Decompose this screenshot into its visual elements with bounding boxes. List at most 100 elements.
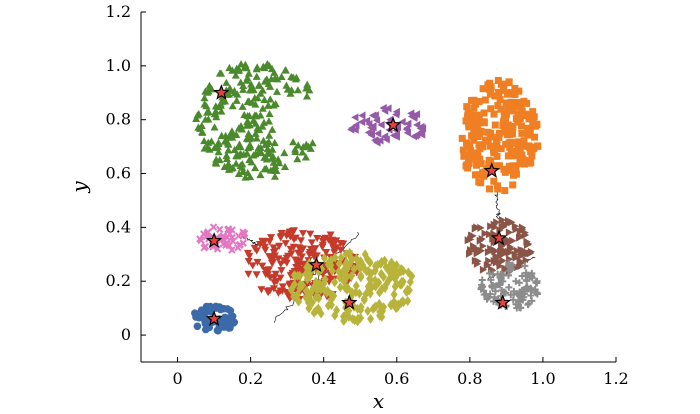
data-point bbox=[485, 230, 494, 239]
data-point bbox=[521, 231, 530, 240]
data-point bbox=[404, 267, 412, 278]
data-point bbox=[289, 243, 298, 251]
data-point bbox=[366, 257, 374, 268]
data-point bbox=[246, 142, 255, 151]
data-point bbox=[234, 124, 243, 132]
data-point bbox=[484, 128, 492, 136]
data-point bbox=[357, 272, 365, 283]
data-point bbox=[533, 277, 541, 285]
data-point bbox=[493, 152, 501, 160]
data-point bbox=[247, 80, 256, 88]
data-point bbox=[262, 164, 271, 172]
cluster-center-star bbox=[384, 116, 402, 133]
data-point bbox=[213, 326, 222, 335]
data-point bbox=[307, 239, 316, 247]
data-point bbox=[252, 247, 261, 255]
data-point bbox=[485, 156, 493, 164]
data-point bbox=[249, 85, 258, 94]
data-point bbox=[515, 279, 523, 287]
data-point bbox=[201, 242, 210, 251]
data-point bbox=[477, 160, 485, 168]
data-point bbox=[468, 132, 476, 140]
data-point bbox=[518, 99, 526, 107]
data-point bbox=[276, 260, 285, 268]
data-point bbox=[269, 158, 278, 166]
data-point bbox=[493, 135, 501, 143]
data-point bbox=[267, 234, 276, 242]
data-point bbox=[264, 149, 273, 157]
data-point bbox=[258, 104, 267, 112]
data-point bbox=[312, 276, 320, 287]
data-point bbox=[294, 249, 303, 257]
data-point bbox=[390, 289, 398, 300]
data-point bbox=[519, 296, 527, 304]
data-point bbox=[481, 168, 489, 176]
data-point bbox=[244, 118, 253, 127]
data-point bbox=[224, 160, 233, 168]
data-point bbox=[507, 166, 515, 174]
data-point bbox=[318, 243, 327, 251]
data-point bbox=[502, 99, 510, 107]
data-point bbox=[229, 319, 238, 327]
data-point bbox=[399, 296, 407, 307]
data-point bbox=[298, 230, 307, 238]
data-point bbox=[204, 228, 212, 236]
data-point bbox=[533, 121, 541, 129]
data-point bbox=[490, 238, 498, 247]
data-point bbox=[209, 223, 218, 231]
data-point bbox=[531, 133, 539, 141]
data-point bbox=[406, 276, 414, 287]
data-point bbox=[526, 126, 534, 134]
data-point bbox=[496, 95, 504, 103]
data-point bbox=[351, 113, 359, 122]
data-point bbox=[268, 154, 277, 162]
data-point bbox=[228, 246, 236, 254]
data-point bbox=[296, 237, 305, 245]
data-point bbox=[274, 289, 283, 297]
data-point bbox=[191, 309, 199, 317]
y-tick-label: 1.0 bbox=[106, 56, 131, 75]
data-point bbox=[303, 262, 311, 273]
data-point bbox=[302, 92, 311, 100]
data-point bbox=[251, 163, 260, 172]
data-point bbox=[525, 115, 533, 123]
data-point bbox=[365, 120, 373, 129]
data-point bbox=[529, 118, 537, 126]
data-point bbox=[504, 131, 512, 139]
data-point bbox=[473, 111, 481, 119]
data-point bbox=[345, 311, 353, 322]
data-point bbox=[295, 296, 303, 307]
data-point bbox=[495, 279, 503, 287]
data-point bbox=[496, 162, 504, 170]
data-point bbox=[513, 246, 521, 255]
data-point bbox=[468, 96, 476, 104]
data-point bbox=[270, 138, 279, 147]
data-point bbox=[264, 117, 273, 125]
data-point bbox=[331, 310, 339, 321]
data-point bbox=[265, 131, 274, 139]
x-tick-label: 0.2 bbox=[238, 369, 263, 388]
data-point bbox=[527, 148, 535, 156]
data-point bbox=[272, 166, 281, 175]
data-point bbox=[351, 314, 359, 325]
data-point bbox=[194, 109, 203, 118]
data-point bbox=[256, 147, 265, 155]
data-point bbox=[468, 231, 476, 240]
data-point bbox=[227, 127, 236, 135]
data-point bbox=[249, 151, 258, 159]
cluster-center-star bbox=[308, 256, 325, 273]
data-point bbox=[217, 107, 226, 115]
data-point bbox=[274, 255, 283, 263]
x-tick-label: 1.0 bbox=[530, 369, 555, 388]
cluster-center-star bbox=[483, 162, 500, 178]
data-point bbox=[310, 307, 318, 318]
data-point bbox=[478, 276, 486, 284]
data-point bbox=[211, 107, 220, 115]
data-point bbox=[228, 163, 237, 172]
data-point bbox=[256, 170, 265, 179]
data-point bbox=[493, 182, 501, 190]
data-point bbox=[270, 172, 279, 180]
data-point bbox=[323, 287, 331, 298]
data-point bbox=[210, 123, 219, 131]
data-point bbox=[204, 138, 213, 146]
